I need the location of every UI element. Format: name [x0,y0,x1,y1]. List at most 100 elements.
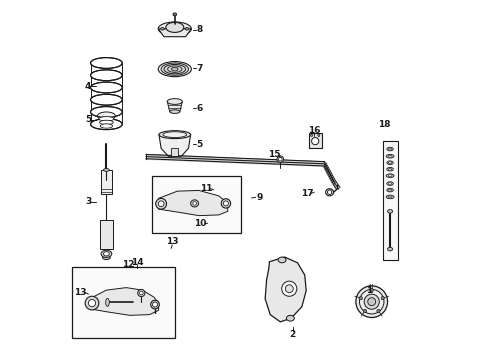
Bar [100,170,112,194]
Ellipse shape [282,281,297,296]
Ellipse shape [389,168,392,170]
Bar [309,133,321,148]
Ellipse shape [166,22,184,32]
Ellipse shape [387,167,393,171]
Ellipse shape [388,175,392,176]
Ellipse shape [370,289,373,292]
Ellipse shape [388,247,392,251]
Ellipse shape [173,13,176,16]
Ellipse shape [368,298,376,306]
Ellipse shape [278,157,282,161]
Ellipse shape [311,134,313,136]
Ellipse shape [387,147,393,151]
Ellipse shape [98,112,116,120]
Ellipse shape [389,162,392,164]
Text: 6: 6 [196,104,203,113]
Ellipse shape [168,66,182,72]
Ellipse shape [277,156,284,162]
Ellipse shape [389,183,392,184]
Polygon shape [159,190,228,216]
Polygon shape [324,162,335,187]
Ellipse shape [101,250,112,257]
Ellipse shape [106,298,109,306]
Text: 18: 18 [378,120,391,129]
Ellipse shape [387,188,393,192]
Text: 9: 9 [256,193,263,202]
Ellipse shape [99,120,113,125]
Ellipse shape [161,63,189,75]
Ellipse shape [85,296,99,310]
Bar [171,148,178,156]
Ellipse shape [381,297,384,300]
Ellipse shape [223,201,228,206]
Ellipse shape [221,199,231,208]
Ellipse shape [91,119,122,130]
Polygon shape [265,257,306,322]
Text: 10: 10 [194,220,207,229]
Text: 7: 7 [196,64,203,73]
Ellipse shape [91,107,122,117]
Ellipse shape [389,148,392,150]
Ellipse shape [164,64,186,74]
Ellipse shape [103,252,109,256]
Ellipse shape [91,58,122,68]
Ellipse shape [91,82,122,93]
Text: 12: 12 [122,260,134,269]
Ellipse shape [191,200,198,207]
Ellipse shape [285,285,293,293]
Ellipse shape [388,210,392,213]
Ellipse shape [364,294,379,309]
Text: 1: 1 [366,287,372,295]
Ellipse shape [102,255,110,260]
Ellipse shape [327,190,332,194]
Ellipse shape [158,201,164,207]
Ellipse shape [161,28,164,30]
Ellipse shape [386,174,394,177]
Ellipse shape [91,70,122,81]
Ellipse shape [286,315,294,321]
Ellipse shape [156,198,167,209]
Ellipse shape [377,309,380,312]
Text: 16: 16 [308,126,320,135]
Ellipse shape [185,28,189,30]
Polygon shape [159,135,191,156]
Ellipse shape [172,67,178,71]
Ellipse shape [356,286,388,318]
Text: 4: 4 [85,82,91,91]
Ellipse shape [326,189,334,196]
Ellipse shape [170,110,180,113]
Ellipse shape [388,156,392,157]
Text: 11: 11 [200,184,212,193]
Ellipse shape [360,289,384,314]
Text: 17: 17 [300,189,313,198]
Ellipse shape [389,189,392,191]
Text: 2: 2 [290,330,295,338]
Ellipse shape [388,196,392,198]
Bar [72,267,175,338]
Ellipse shape [91,94,122,105]
Ellipse shape [278,257,286,263]
Ellipse shape [167,99,182,104]
Ellipse shape [312,138,319,145]
Text: 15: 15 [268,150,281,159]
Text: 14: 14 [131,258,143,267]
Text: 5: 5 [85,115,91,124]
Bar [100,220,113,249]
Text: 13: 13 [74,288,87,297]
Ellipse shape [151,300,159,309]
Ellipse shape [99,117,114,121]
Ellipse shape [159,131,191,139]
Ellipse shape [88,300,96,307]
Ellipse shape [387,182,393,185]
Ellipse shape [363,309,367,312]
Ellipse shape [193,202,196,205]
Ellipse shape [103,168,109,171]
Ellipse shape [152,302,157,307]
Bar [152,176,242,233]
Polygon shape [167,102,182,112]
Bar [383,141,398,260]
Ellipse shape [158,22,192,36]
Text: 3: 3 [85,197,91,206]
Ellipse shape [386,195,394,199]
Text: 5: 5 [196,140,203,149]
